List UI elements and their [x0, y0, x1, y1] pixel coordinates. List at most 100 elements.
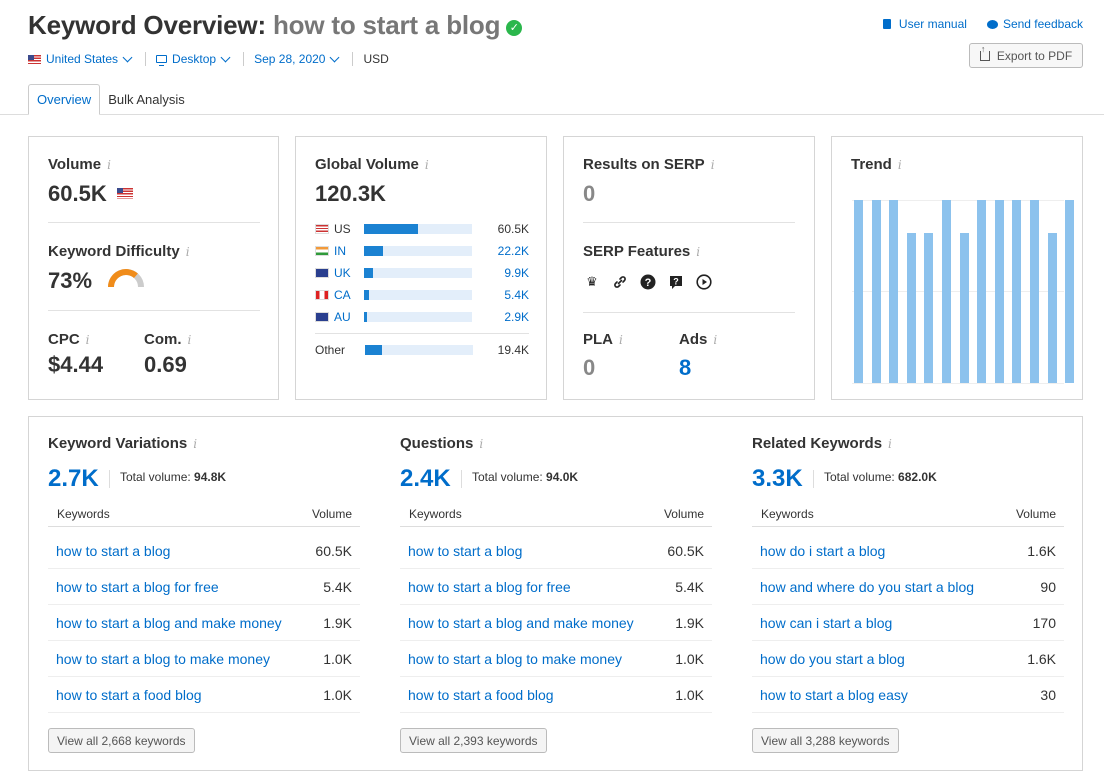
ads-value[interactable]: 8 [679, 355, 692, 380]
global-volume-label: Global Volume i [315, 156, 429, 173]
country-volume[interactable]: 9.9K [504, 266, 529, 280]
tab-bar: Overview Bulk Analysis [28, 84, 193, 115]
country-code[interactable]: IN [334, 244, 346, 258]
keyword-link[interactable]: how to start a blog and make money [56, 615, 282, 631]
link-icon[interactable] [611, 273, 629, 291]
table-row: how to start a food blog 1.0K [48, 677, 360, 713]
volume-label: Volume i [48, 156, 111, 173]
info-icon[interactable]: i [193, 437, 198, 451]
keyword-section: Questions i 2.4K Total volume: 94.0K Keyword… [400, 417, 712, 767]
country-volume[interactable]: 5.4K [504, 288, 529, 302]
keyword-link[interactable]: how to start a blog for free [408, 579, 571, 595]
country-select-label: United States [46, 52, 119, 66]
volume-share-bar [364, 290, 472, 300]
info-icon[interactable]: i [619, 333, 623, 347]
export-pdf-button[interactable]: Export to PDF [969, 43, 1083, 68]
trend-bar[interactable] [924, 232, 934, 383]
country-select[interactable]: United States [28, 52, 135, 66]
trend-bar[interactable] [959, 232, 969, 383]
keyword-volume: 1.0K [323, 687, 352, 703]
trend-chart [854, 200, 1075, 383]
send-feedback-link[interactable]: Send feedback [986, 17, 1083, 31]
info-icon[interactable]: i [710, 158, 715, 172]
trend-bar[interactable] [994, 200, 1004, 383]
trend-bar[interactable] [977, 200, 987, 383]
info-icon[interactable]: i [107, 158, 111, 172]
user-manual-link[interactable]: User manual [882, 17, 967, 31]
trend-bar[interactable] [906, 232, 916, 383]
keyword-link[interactable]: how to start a blog to make money [56, 651, 270, 667]
ads-label: Ads i [679, 331, 718, 348]
tab-overview[interactable]: Overview [28, 84, 101, 115]
info-icon[interactable]: i [888, 437, 892, 451]
trend-card: Trend i [831, 136, 1083, 400]
section-count[interactable]: 2.7K [48, 465, 99, 492]
crown-icon[interactable]: ♛ [586, 274, 598, 289]
chevron-down-icon [122, 52, 133, 62]
tab-bulk-analysis[interactable]: Bulk Analysis [108, 92, 185, 107]
keyword-volume: 90 [1040, 579, 1056, 595]
view-all-button[interactable]: View all 3,288 keywords [752, 728, 899, 753]
pla-value: 0 [583, 355, 596, 380]
faq-icon[interactable]: ? [667, 273, 685, 291]
volume-value: 60.5K [48, 181, 138, 207]
info-icon[interactable]: i [713, 333, 718, 347]
video-icon[interactable] [695, 273, 713, 291]
keyword-link[interactable]: how to start a blog [408, 543, 523, 559]
country-code[interactable]: AU [334, 310, 351, 324]
table-row: how to start a blog for free 5.4K [48, 569, 360, 605]
device-select[interactable]: Desktop [156, 52, 233, 66]
question-icon[interactable]: ? [639, 273, 657, 291]
keyword-link[interactable]: how and where do you start a blog [760, 579, 975, 595]
trend-bar[interactable] [889, 200, 899, 383]
country-volume[interactable]: 22.2K [497, 244, 529, 258]
trend-bar[interactable] [854, 200, 863, 383]
trend-bar[interactable] [1012, 200, 1022, 383]
info-icon[interactable]: i [187, 333, 192, 347]
global-volume-row: IN 22.2K [315, 244, 529, 258]
country-code[interactable]: CA [334, 288, 351, 302]
keyword-link[interactable]: how do i start a blog [760, 543, 886, 559]
page-title-keyword: how to start a blog [272, 10, 501, 40]
info-icon[interactable]: i [185, 245, 190, 259]
keyword-link[interactable]: how can i start a blog [760, 615, 893, 631]
other-label: Other [315, 343, 346, 357]
global-volume-card: Global Volume i 120.3K US 60.5K IN 22.2K UK 9.… [295, 136, 547, 400]
book-icon [882, 19, 891, 29]
keyword-link[interactable]: how to start a food blog [408, 687, 554, 703]
trend-bar[interactable] [871, 200, 881, 383]
keyword-link[interactable]: how to start a blog and make money [408, 615, 634, 631]
view-all-button[interactable]: View all 2,393 keywords [400, 728, 547, 753]
view-all-button[interactable]: View all 2,668 keywords [48, 728, 195, 753]
section-count[interactable]: 3.3K [752, 465, 803, 492]
table-row: how to start a food blog 1.0K [400, 677, 712, 713]
trend-bar[interactable] [1047, 232, 1057, 383]
keyword-volume: 60.5K [315, 543, 352, 559]
keyword-link[interactable]: how do you start a blog [760, 651, 905, 667]
keyword-link[interactable]: how to start a blog to make money [408, 651, 622, 667]
trend-bar[interactable] [942, 200, 951, 383]
trend-bar[interactable] [1030, 200, 1039, 383]
keyword-volume: 1.0K [323, 651, 352, 667]
info-icon[interactable]: i [424, 158, 429, 172]
volume-share-bar [365, 345, 473, 355]
info-icon[interactable]: i [696, 245, 701, 259]
device-select-label: Desktop [172, 52, 217, 66]
info-icon[interactable]: i [897, 158, 902, 172]
keyword-link[interactable]: how to start a blog easy [760, 687, 908, 703]
info-icon[interactable]: i [85, 333, 90, 347]
country-volume[interactable]: 2.9K [504, 310, 529, 324]
verified-check-icon: ✓ [506, 20, 523, 36]
keyword-link[interactable]: how to start a blog [56, 543, 171, 559]
section-count[interactable]: 2.4K [400, 465, 451, 492]
section-title: Questions i [400, 435, 484, 452]
keyword-link[interactable]: how to start a food blog [56, 687, 202, 703]
table-row: how to start a blog and make money 1.9K [400, 605, 712, 641]
country-code[interactable]: UK [334, 266, 351, 280]
pla-label: PLA i [583, 331, 623, 348]
table-row: how and where do you start a blog 90 [752, 569, 1064, 605]
keyword-link[interactable]: how to start a blog for free [56, 579, 219, 595]
trend-bar[interactable] [1065, 200, 1075, 383]
date-select[interactable]: Sep 28, 2020 [254, 52, 342, 66]
info-icon[interactable]: i [479, 437, 484, 451]
